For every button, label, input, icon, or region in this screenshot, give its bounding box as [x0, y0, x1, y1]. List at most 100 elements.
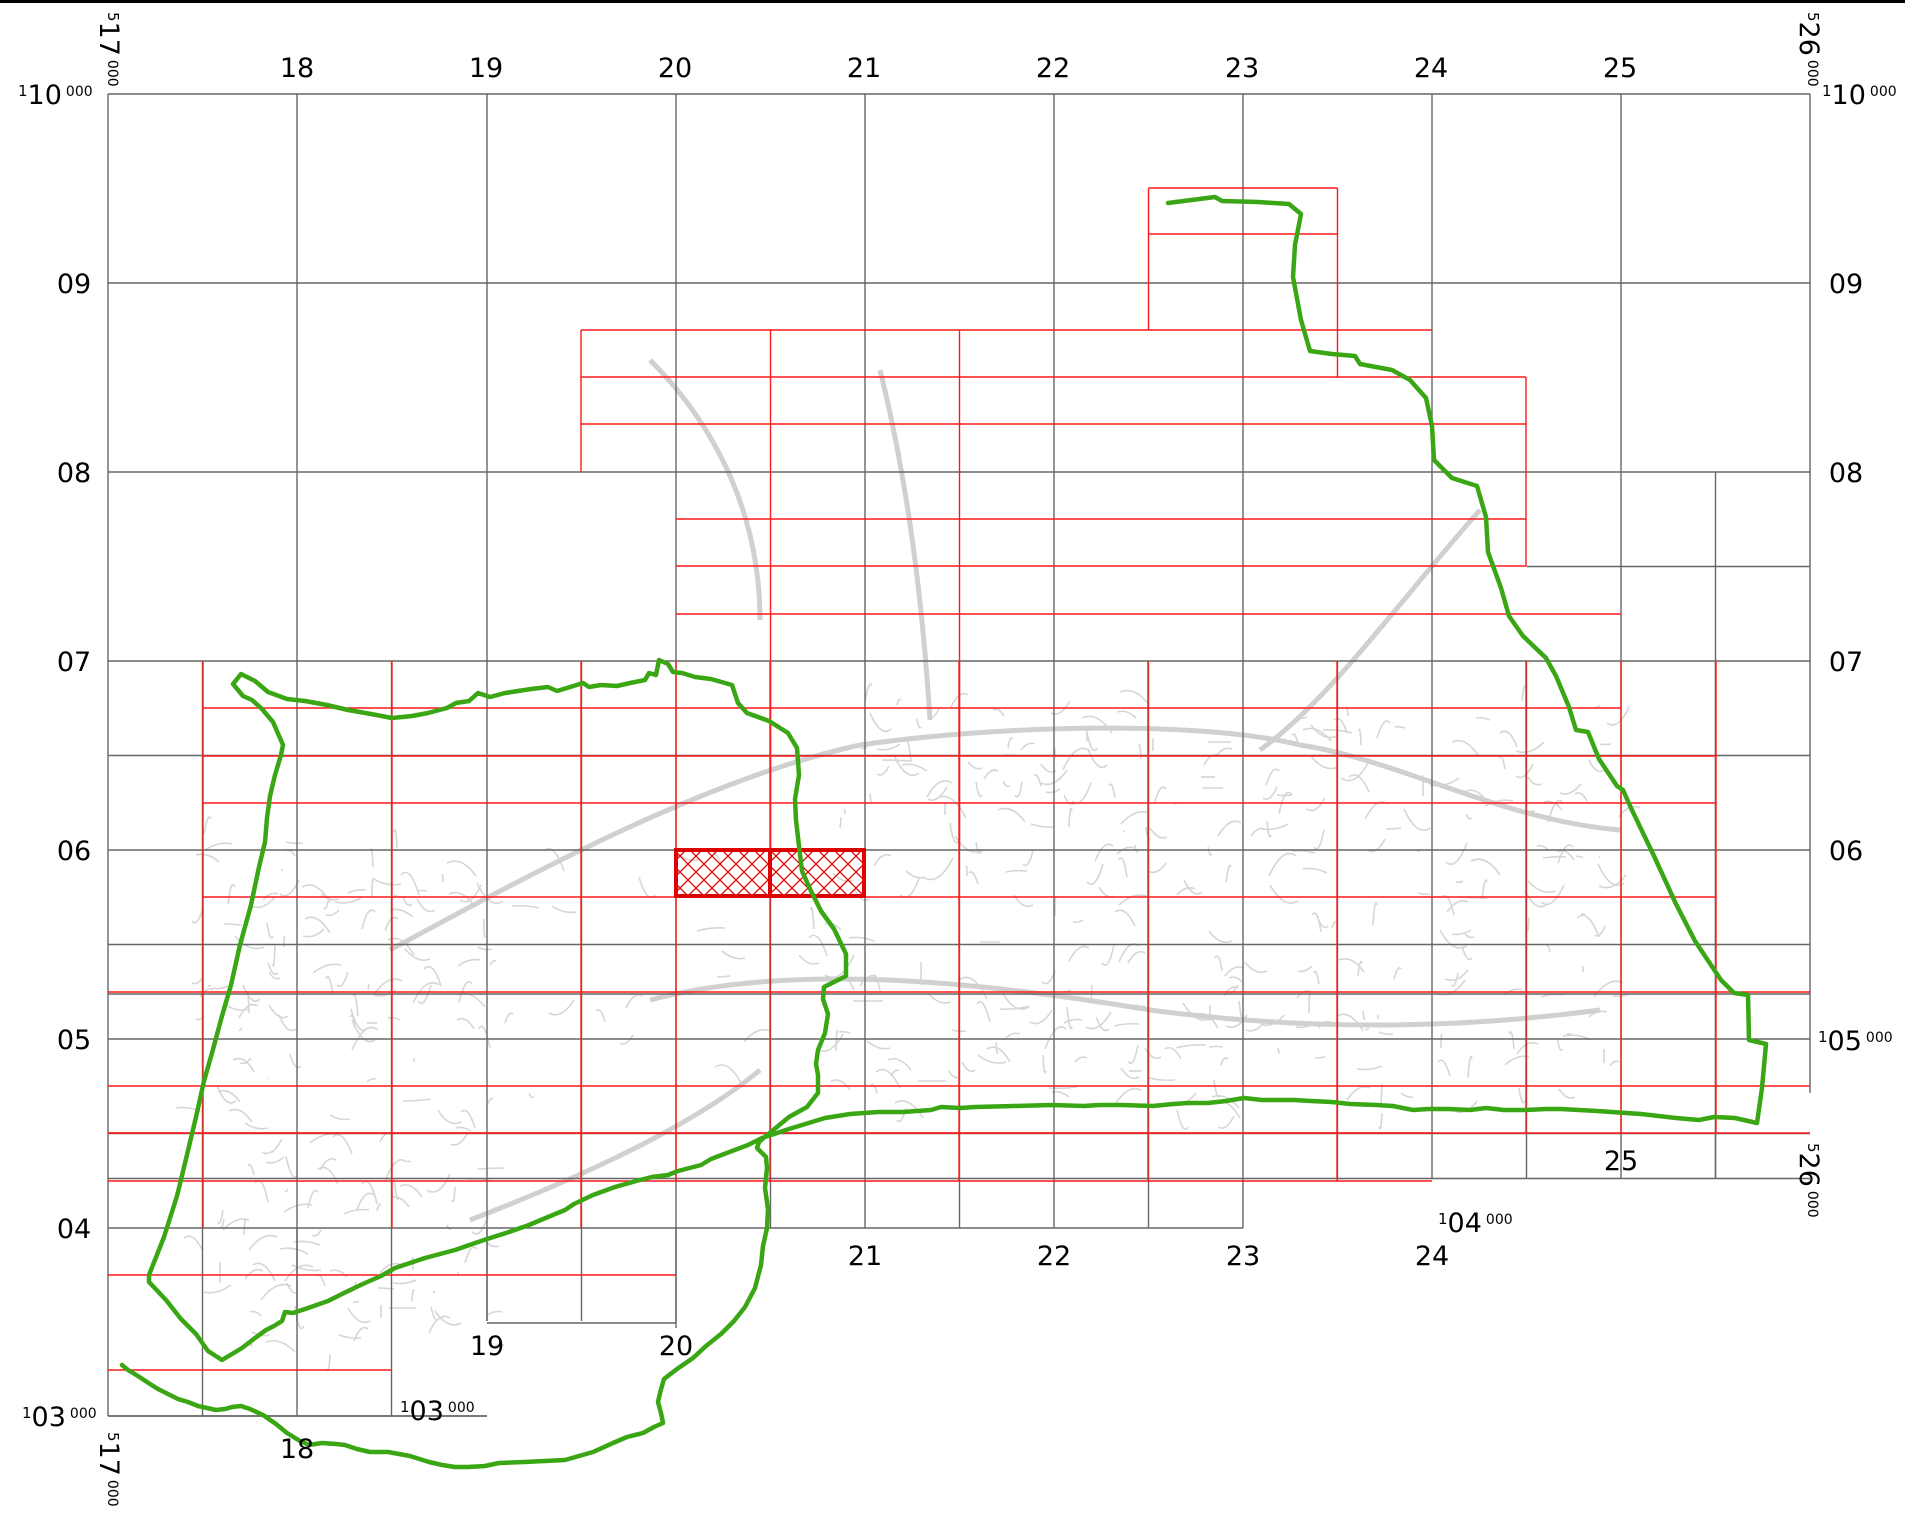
street [1609, 1060, 1620, 1067]
street [965, 865, 968, 877]
street [1338, 958, 1365, 973]
street [1364, 1028, 1370, 1031]
street [1508, 1031, 1515, 1050]
street [285, 1155, 299, 1178]
street [217, 1089, 241, 1103]
street [992, 708, 1005, 717]
bottom-easting-17: 517000 [93, 1432, 124, 1507]
street [548, 999, 575, 1016]
street [625, 994, 644, 1009]
street [377, 1287, 395, 1290]
street [1118, 857, 1128, 878]
street [1291, 849, 1316, 854]
street [1183, 879, 1203, 895]
street [894, 1100, 924, 1119]
street [183, 1235, 204, 1252]
street [967, 761, 983, 770]
street [1115, 1087, 1142, 1104]
street [1074, 1056, 1088, 1063]
street [351, 1026, 379, 1051]
street [986, 1046, 1011, 1063]
street [371, 879, 374, 899]
street [1305, 797, 1326, 812]
northing-03-left: 103 000 [22, 1402, 97, 1433]
street [899, 877, 920, 899]
street [1175, 1044, 1207, 1049]
street [1108, 783, 1116, 799]
street [1455, 880, 1464, 884]
street [459, 884, 482, 903]
street [999, 1005, 1030, 1010]
street [1211, 1095, 1240, 1109]
street [1524, 890, 1547, 908]
street [1119, 689, 1150, 706]
street [1475, 716, 1491, 721]
street [485, 1310, 503, 1317]
street [347, 889, 367, 894]
street [284, 1188, 289, 1193]
street [977, 1054, 1007, 1064]
street [228, 1108, 253, 1123]
street [1310, 724, 1338, 739]
street [456, 1017, 475, 1030]
street [1540, 884, 1565, 906]
street [450, 1133, 468, 1146]
street [1002, 780, 1011, 788]
street [1101, 944, 1115, 967]
street [1127, 1044, 1139, 1065]
street [266, 922, 274, 939]
street [1333, 717, 1348, 734]
street [1225, 1014, 1248, 1028]
main-road [877, 369, 933, 721]
street [332, 1133, 353, 1155]
street [232, 1057, 255, 1073]
street [935, 795, 967, 819]
street [1207, 846, 1213, 856]
top-easting-label: 22 [1036, 53, 1070, 84]
street [838, 1030, 851, 1034]
street [1372, 901, 1378, 926]
street [927, 992, 952, 1004]
top-easting-label: 20 [658, 53, 692, 84]
street [1588, 759, 1605, 773]
street [336, 971, 349, 988]
street [204, 842, 233, 851]
street [261, 1138, 283, 1155]
street [824, 954, 855, 979]
street [1066, 1006, 1073, 1030]
street [1527, 917, 1530, 932]
street-network [175, 358, 1641, 1372]
street [371, 877, 402, 886]
street [1393, 966, 1402, 980]
top-easting-label: 18 [280, 53, 314, 84]
street [1154, 786, 1167, 803]
right-northing-label: 09 [1829, 269, 1863, 300]
bottom-easting-label: 22 [1037, 1241, 1071, 1272]
right-northing-label: 07 [1829, 647, 1863, 678]
street [1269, 884, 1299, 904]
street [243, 1218, 247, 1236]
street [437, 1109, 462, 1125]
street [1245, 1024, 1263, 1032]
street [320, 893, 340, 901]
street [302, 928, 325, 938]
street [487, 1097, 494, 1105]
street [1515, 741, 1545, 754]
street [1606, 706, 1630, 726]
street [1116, 710, 1137, 719]
svg-text:526000: 526000 [1793, 1143, 1824, 1218]
street [265, 1339, 296, 1353]
street [376, 1203, 382, 1212]
street [293, 1240, 321, 1246]
street [387, 937, 415, 956]
street [416, 889, 428, 892]
top-left-northing: 110 000 [18, 80, 93, 111]
street [1113, 1022, 1140, 1027]
street [1164, 1046, 1182, 1060]
street [1594, 704, 1601, 709]
right-northing-label: 08 [1829, 458, 1863, 489]
street [798, 954, 820, 965]
street [1122, 830, 1125, 833]
street [1220, 1057, 1229, 1066]
